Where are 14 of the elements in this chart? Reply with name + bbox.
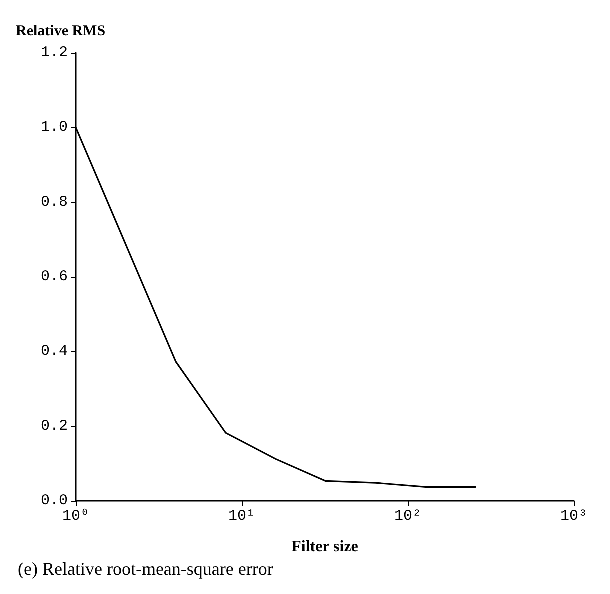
y-tick-label: 0.2 <box>40 418 68 435</box>
y-tick-label: 0.8 <box>40 194 68 211</box>
y-tick-label: 0.0 <box>40 492 68 510</box>
y-tick-label: 0.6 <box>40 268 68 286</box>
text: (e) Relative root-mean-square error <box>18 559 274 579</box>
x-tick-label: 10² <box>394 508 422 525</box>
x-axis-title: Filter size <box>292 538 358 556</box>
x-tick-label: 10¹ <box>228 508 256 525</box>
y-tick-label: 0.4 <box>40 343 68 360</box>
y-tick-label: 1.0 <box>40 119 68 136</box>
x-tick-label: 10⁰ <box>62 508 90 525</box>
x-tick-label: 10³ <box>560 508 588 525</box>
y-axis-title: Relative RMS <box>16 24 106 40</box>
y-tick-label: 1.2 <box>40 44 68 62</box>
